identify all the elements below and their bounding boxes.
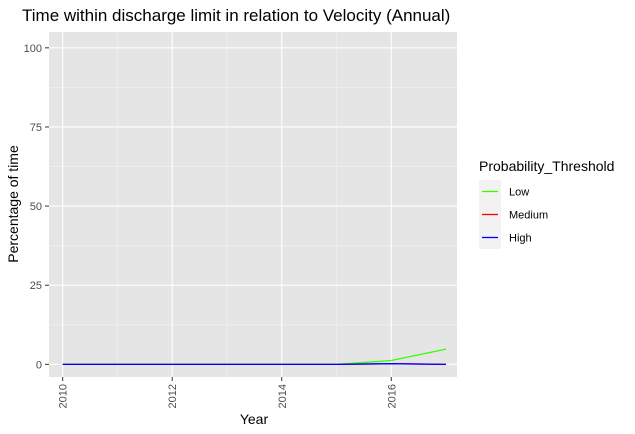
grid-minor: [49, 32, 457, 377]
legend-label-high: High: [509, 233, 532, 245]
x-tick-label: 2012: [167, 384, 179, 408]
legend-title: Probability_Threshold: [479, 158, 614, 174]
y-tick-label: 50: [30, 201, 42, 213]
x-tick-label: 2016: [386, 384, 398, 408]
series-line-high: [62, 363, 447, 365]
y-axis-title: Percentage of time: [5, 145, 21, 263]
x-tick-label: 2014: [277, 384, 289, 408]
series-layer: [62, 348, 447, 365]
y-tick-label: 75: [30, 122, 42, 134]
y-tick-label: 25: [30, 280, 42, 292]
x-axis-title: Year: [240, 411, 269, 427]
y-tick-label: 0: [36, 359, 42, 371]
legend: Probability_Threshold Low Medium High: [479, 158, 614, 249]
x-axis: 2010 2012 2014 2016: [58, 377, 398, 408]
y-axis: 0 25 50 75 100: [24, 43, 49, 371]
x-tick-label: 2010: [58, 384, 70, 408]
legend-label-low: Low: [509, 187, 529, 199]
grid-major: [49, 32, 457, 377]
plot-panel: [49, 32, 457, 377]
legend-label-medium: Medium: [509, 210, 548, 222]
y-tick-label: 100: [24, 43, 42, 55]
chart-title: Time within discharge limit in relation …: [22, 6, 450, 25]
